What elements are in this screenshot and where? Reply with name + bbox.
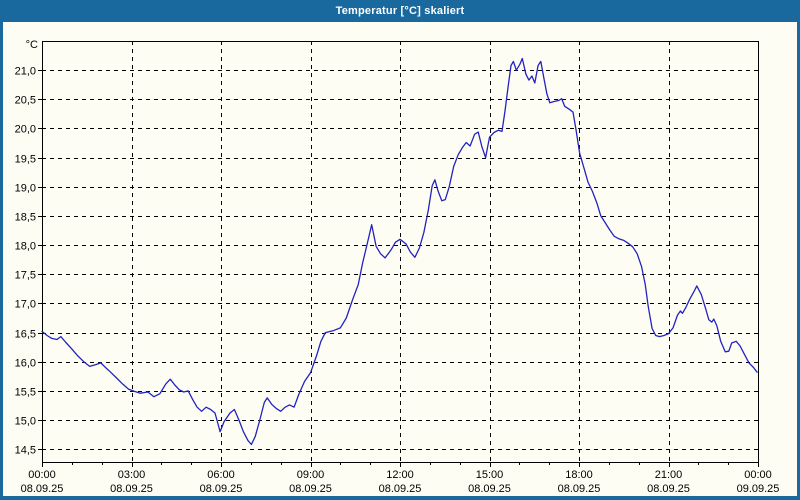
- x-tick-date: 08.09.25: [379, 483, 422, 495]
- y-tick-label: 18,0: [15, 241, 36, 253]
- x-tick-time: 12:00: [386, 469, 414, 481]
- window-title: Temperatur [°C] skaliert: [335, 5, 465, 17]
- x-tick-date: 08.09.25: [21, 483, 64, 495]
- y-tick-label: 16,5: [15, 329, 36, 341]
- x-tick-time: 15:00: [476, 469, 504, 481]
- chart-svg: 21,0 20,5 20,0 19,5 19,0 18,5 18,0 17,5 17,0 16,5…: [0, 22, 800, 500]
- y-tick-label: 19,5: [15, 154, 36, 166]
- x-tick-time: 06:00: [207, 469, 235, 481]
- series-lines: [41, 57, 758, 446]
- x-tick-date: 09.09.25: [737, 483, 780, 495]
- y-tick-label: 19,0: [15, 183, 36, 195]
- y-tick-label: 16,0: [15, 358, 36, 370]
- gridlines: [42, 41, 758, 462]
- frame-bottom: [0, 496, 800, 500]
- temperature-chart: 21,0 20,5 20,0 19,5 19,0 18,5 18,0 17,5 17,0 16,5…: [0, 22, 800, 500]
- y-axis-unit-label: °C: [26, 39, 38, 51]
- window-title-bar: Temperatur [°C] skaliert: [0, 0, 800, 22]
- x-tick-time: 18:00: [565, 469, 593, 481]
- frame-right: [797, 22, 800, 500]
- x-tick-date: 08.09.25: [468, 483, 511, 495]
- y-tick-label: 14,5: [15, 445, 36, 457]
- temperature-line: [41, 57, 758, 446]
- y-tick-label: 20,0: [15, 124, 36, 136]
- x-tick-date: 08.09.25: [647, 483, 690, 495]
- y-tick-label: 20,5: [15, 95, 36, 107]
- x-tick-date: 08.09.25: [200, 483, 243, 495]
- y-tick-label: 21,0: [15, 66, 36, 78]
- y-tick-label: 15,5: [15, 387, 36, 399]
- x-tick-date: 08.09.25: [289, 483, 332, 495]
- y-tick-label: 15,0: [15, 416, 36, 428]
- frame-left: [0, 22, 3, 500]
- x-tick-time: 21:00: [655, 469, 683, 481]
- x-tick-time: 09:00: [297, 469, 325, 481]
- x-tick-time: 00:00: [28, 469, 56, 481]
- axis-labels: 21,0 20,5 20,0 19,5 19,0 18,5 18,0 17,5 17,0 16,5…: [15, 39, 780, 495]
- window-frame: [0, 22, 800, 500]
- x-tick-time: 03:00: [118, 469, 146, 481]
- y-tick-label: 17,0: [15, 299, 36, 311]
- x-tick-time: 00:00: [744, 469, 772, 481]
- x-tick-date: 08.09.25: [558, 483, 601, 495]
- tick-marks: [38, 70, 759, 467]
- x-tick-date: 08.09.25: [110, 483, 153, 495]
- y-tick-label: 18,5: [15, 212, 36, 224]
- y-tick-label: 17,5: [15, 270, 36, 282]
